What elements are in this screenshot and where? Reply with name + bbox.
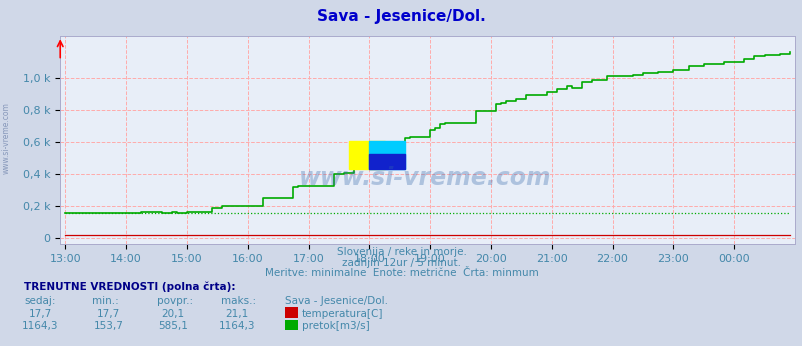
Text: pretok[m3/s]: pretok[m3/s] <box>302 321 369 331</box>
Text: Slovenija / reke in morje.: Slovenija / reke in morje. <box>336 247 466 257</box>
Bar <box>349 141 384 169</box>
Bar <box>369 154 404 169</box>
Text: temperatura[C]: temperatura[C] <box>302 309 383 319</box>
Text: Sava - Jesenice/Dol.: Sava - Jesenice/Dol. <box>317 9 485 24</box>
Text: 20,1: 20,1 <box>161 309 184 319</box>
Text: 17,7: 17,7 <box>29 309 51 319</box>
Text: 17,7: 17,7 <box>97 309 119 319</box>
Text: Meritve: minimalne  Enote: metrične  Črta: minmum: Meritve: minimalne Enote: metrične Črta:… <box>265 268 537 278</box>
Text: 1164,3: 1164,3 <box>218 321 255 331</box>
Text: www.si-vreme.com: www.si-vreme.com <box>298 166 551 190</box>
Text: 21,1: 21,1 <box>225 309 248 319</box>
Text: 153,7: 153,7 <box>93 321 124 331</box>
Bar <box>369 141 404 169</box>
Text: 585,1: 585,1 <box>157 321 188 331</box>
Text: www.si-vreme.com: www.si-vreme.com <box>2 102 11 174</box>
Text: min.:: min.: <box>92 296 119 306</box>
Text: 1164,3: 1164,3 <box>22 321 59 331</box>
Text: TRENUTNE VREDNOSTI (polna črta):: TRENUTNE VREDNOSTI (polna črta): <box>24 282 235 292</box>
Text: sedaj:: sedaj: <box>24 296 55 306</box>
Text: povpr.:: povpr.: <box>156 296 192 306</box>
Text: zadnjih 12ur / 5 minut.: zadnjih 12ur / 5 minut. <box>342 258 460 268</box>
Text: Sava - Jesenice/Dol.: Sava - Jesenice/Dol. <box>285 296 387 306</box>
Text: maks.:: maks.: <box>221 296 256 306</box>
